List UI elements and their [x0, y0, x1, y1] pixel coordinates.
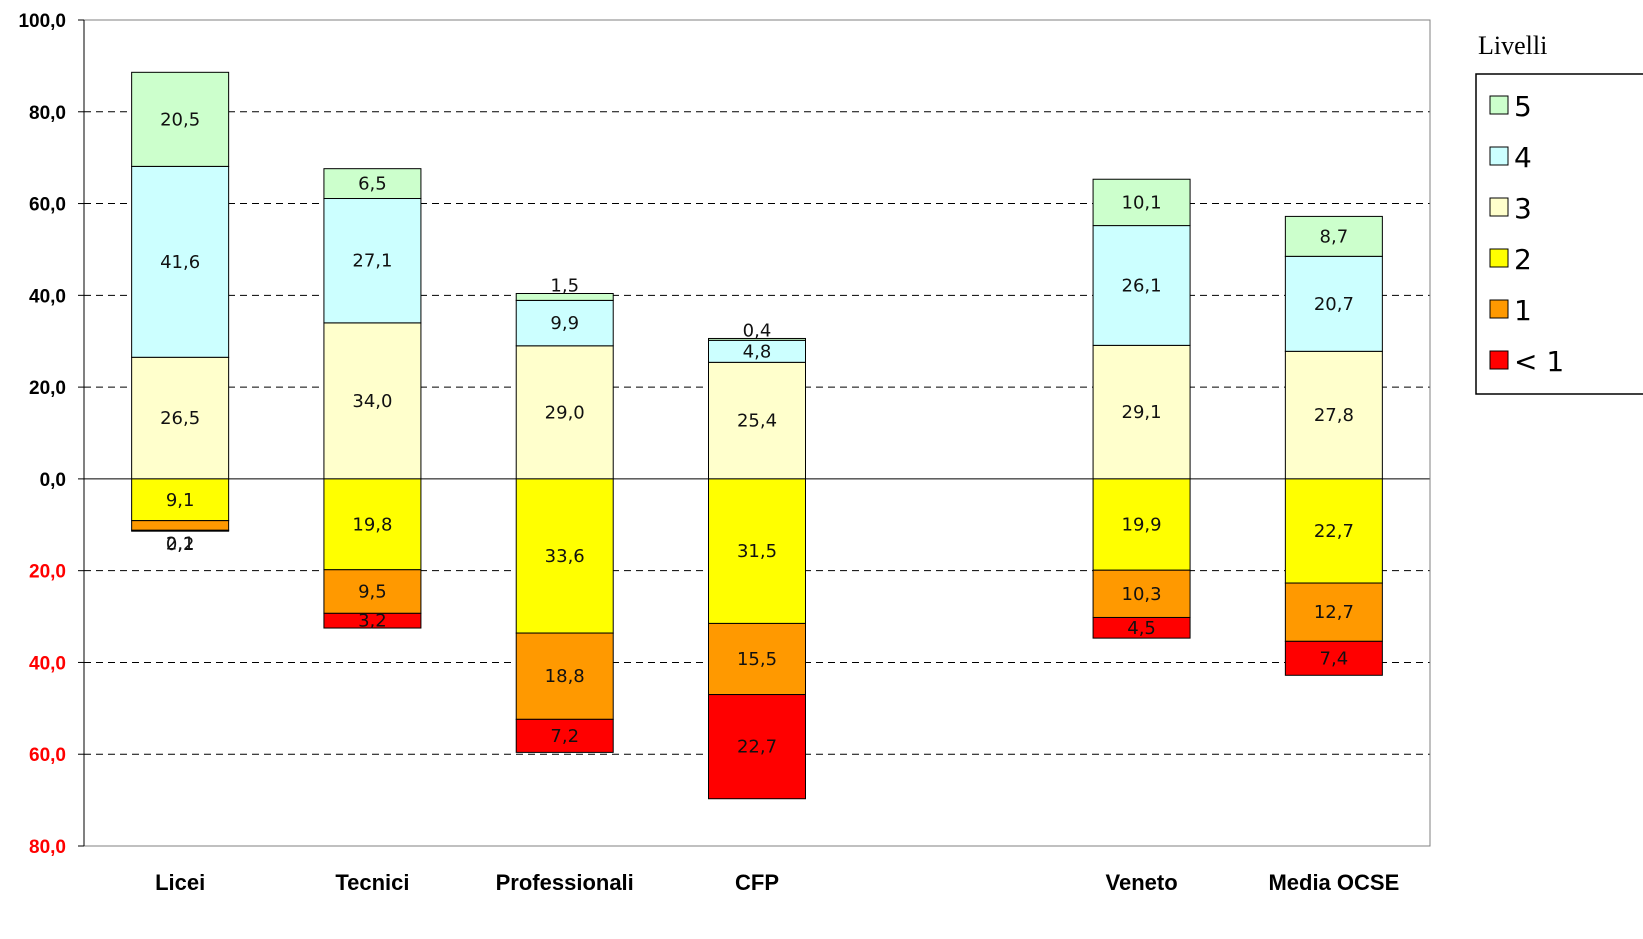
legend-label: 4 [1514, 141, 1532, 174]
bar-segment-level-2-veneto [1092, 478, 1191, 571]
bars [131, 71, 1383, 800]
legend-swatch [1489, 248, 1509, 268]
y-tick-label: 60,0 [29, 195, 66, 216]
bar-segment-level-1-licei [131, 529, 230, 532]
data-label: 3,2 [358, 611, 387, 632]
y-tick-label: 80,0 [29, 103, 66, 124]
y-tick-label: 40,0 [29, 653, 66, 674]
bar-segment-level-1-media-ocse [1284, 640, 1383, 676]
data-label: 29,1 [1122, 402, 1162, 423]
y-axis: 100,0 80,0 60,0 40,0 20,0 0,0 20,0 40,0 60,0 80,0 [18, 11, 85, 858]
data-label: 0,2 [166, 534, 195, 555]
bar-segment-level-5-media-ocse [1284, 215, 1383, 257]
data-label: 19,8 [352, 514, 392, 535]
data-label: 1,5 [550, 275, 579, 296]
y-tick-label: 100,0 [18, 11, 66, 32]
data-label: 0,4 [743, 320, 772, 341]
y-tick-label: 80,0 [29, 837, 66, 858]
legend-title: Livelli [1478, 31, 1547, 60]
bar-segment-level-1-veneto [1092, 616, 1191, 639]
x-category-label: Tecnici [335, 870, 409, 895]
data-label: 10,3 [1122, 584, 1162, 605]
data-label: 2,1 [166, 533, 195, 554]
data-label: 26,5 [160, 408, 200, 429]
data-label: 22,7 [1314, 521, 1354, 542]
bar-segment-level-1-tecnici [323, 569, 422, 614]
legend-swatch [1489, 197, 1509, 217]
bar-segment-level-1-veneto [1092, 569, 1191, 618]
bar-segment-level-5-cfp [708, 337, 806, 341]
bar-segment-level-5-tecnici [323, 168, 422, 200]
data-label: 6,5 [358, 174, 387, 195]
bar-segment-level-4-veneto [1092, 225, 1191, 346]
bar-segment-level-1-tecnici [323, 612, 422, 629]
legend-box [1475, 73, 1643, 395]
data-labels: 26,5 41,6 20,5 9,1 2,10,2 34,0 27,1 6,5 19,8 9,5 3… [160, 109, 1354, 757]
legend: Livelli 5 4 3 2 1 < 1 [1475, 31, 1643, 395]
x-category-label: Media OCSE [1268, 870, 1399, 895]
x-category-label: Veneto [1106, 870, 1178, 895]
bar-segment-level-4-media-ocse [1284, 255, 1383, 352]
data-label: 4,5 [1127, 618, 1156, 639]
bar-segment-level-5-veneto [1092, 178, 1191, 227]
data-label: 41,6 [160, 252, 200, 273]
bar-segment-level-3-tecnici [323, 322, 422, 480]
data-label: 31,5 [737, 541, 777, 562]
bar-segment-level-1-licei [131, 520, 230, 531]
data-label: 8,7 [1320, 226, 1349, 247]
data-label: 4,8 [743, 341, 772, 362]
y-tick-label: 20,0 [29, 378, 66, 399]
bar-segment-level-2-tecnici [323, 478, 422, 571]
bar-segment-level-2-cfp [708, 478, 806, 624]
y-tick-label: 60,0 [29, 745, 66, 766]
legend-swatch [1489, 95, 1509, 115]
data-label: 9,1 [166, 490, 195, 511]
data-label: 25,4 [737, 411, 777, 432]
data-label: 15,5 [737, 649, 777, 670]
legend-label: < 1 [1514, 345, 1564, 378]
data-label: 7,2 [550, 726, 579, 747]
legend-swatch [1489, 146, 1509, 166]
bar-segment-level-3-professionali [515, 345, 614, 480]
data-label: 27,1 [352, 251, 392, 272]
x-category-label: Professionali [496, 870, 634, 895]
bar-segment-level-1-cfp [708, 622, 806, 696]
legend-label: 5 [1514, 90, 1532, 123]
legend-swatch [1489, 299, 1509, 319]
legend-label: 1 [1514, 294, 1532, 327]
bar-segment-level-4-tecnici [323, 198, 422, 324]
data-label: 18,8 [545, 666, 585, 687]
bar-segment-level-2-licei [131, 478, 230, 522]
bar-segment-level-1-professionali [515, 718, 614, 753]
bar-segment-level-5-professionali [515, 292, 614, 301]
data-label: 19,9 [1122, 515, 1162, 536]
y-tick-label: 40,0 [29, 286, 66, 307]
data-label: 34,0 [352, 391, 392, 412]
data-label: 20,5 [160, 109, 200, 130]
data-label: 33,6 [545, 546, 585, 567]
data-label: 9,5 [358, 582, 387, 603]
y-tick-label: 20,0 [29, 562, 66, 583]
y-tick-label: 0,0 [40, 470, 66, 491]
data-label: 26,1 [1122, 275, 1162, 296]
bar-segment-level-1-media-ocse [1284, 582, 1383, 642]
bar-segment-level-1-professionali [515, 632, 614, 720]
data-label: 10,1 [1122, 192, 1162, 213]
data-label: 27,8 [1314, 405, 1354, 426]
x-axis-labels: Licei Tecnici Professionali CFP Veneto Media … [155, 870, 1399, 895]
legend-label: 3 [1514, 192, 1532, 225]
bar-segment-level-5-licei [131, 71, 230, 167]
data-label: 20,7 [1314, 294, 1354, 315]
data-label: 9,9 [550, 313, 579, 334]
legend-label: 2 [1514, 243, 1532, 276]
data-label: 12,7 [1314, 602, 1354, 623]
x-category-label: CFP [735, 870, 779, 895]
bar-segment-level-1-cfp [708, 694, 806, 800]
legend-swatch [1489, 350, 1509, 370]
data-label: 29,0 [545, 402, 585, 423]
data-label: 7,4 [1320, 648, 1349, 669]
data-label: 22,7 [737, 737, 777, 758]
x-category-label: Licei [155, 870, 205, 895]
